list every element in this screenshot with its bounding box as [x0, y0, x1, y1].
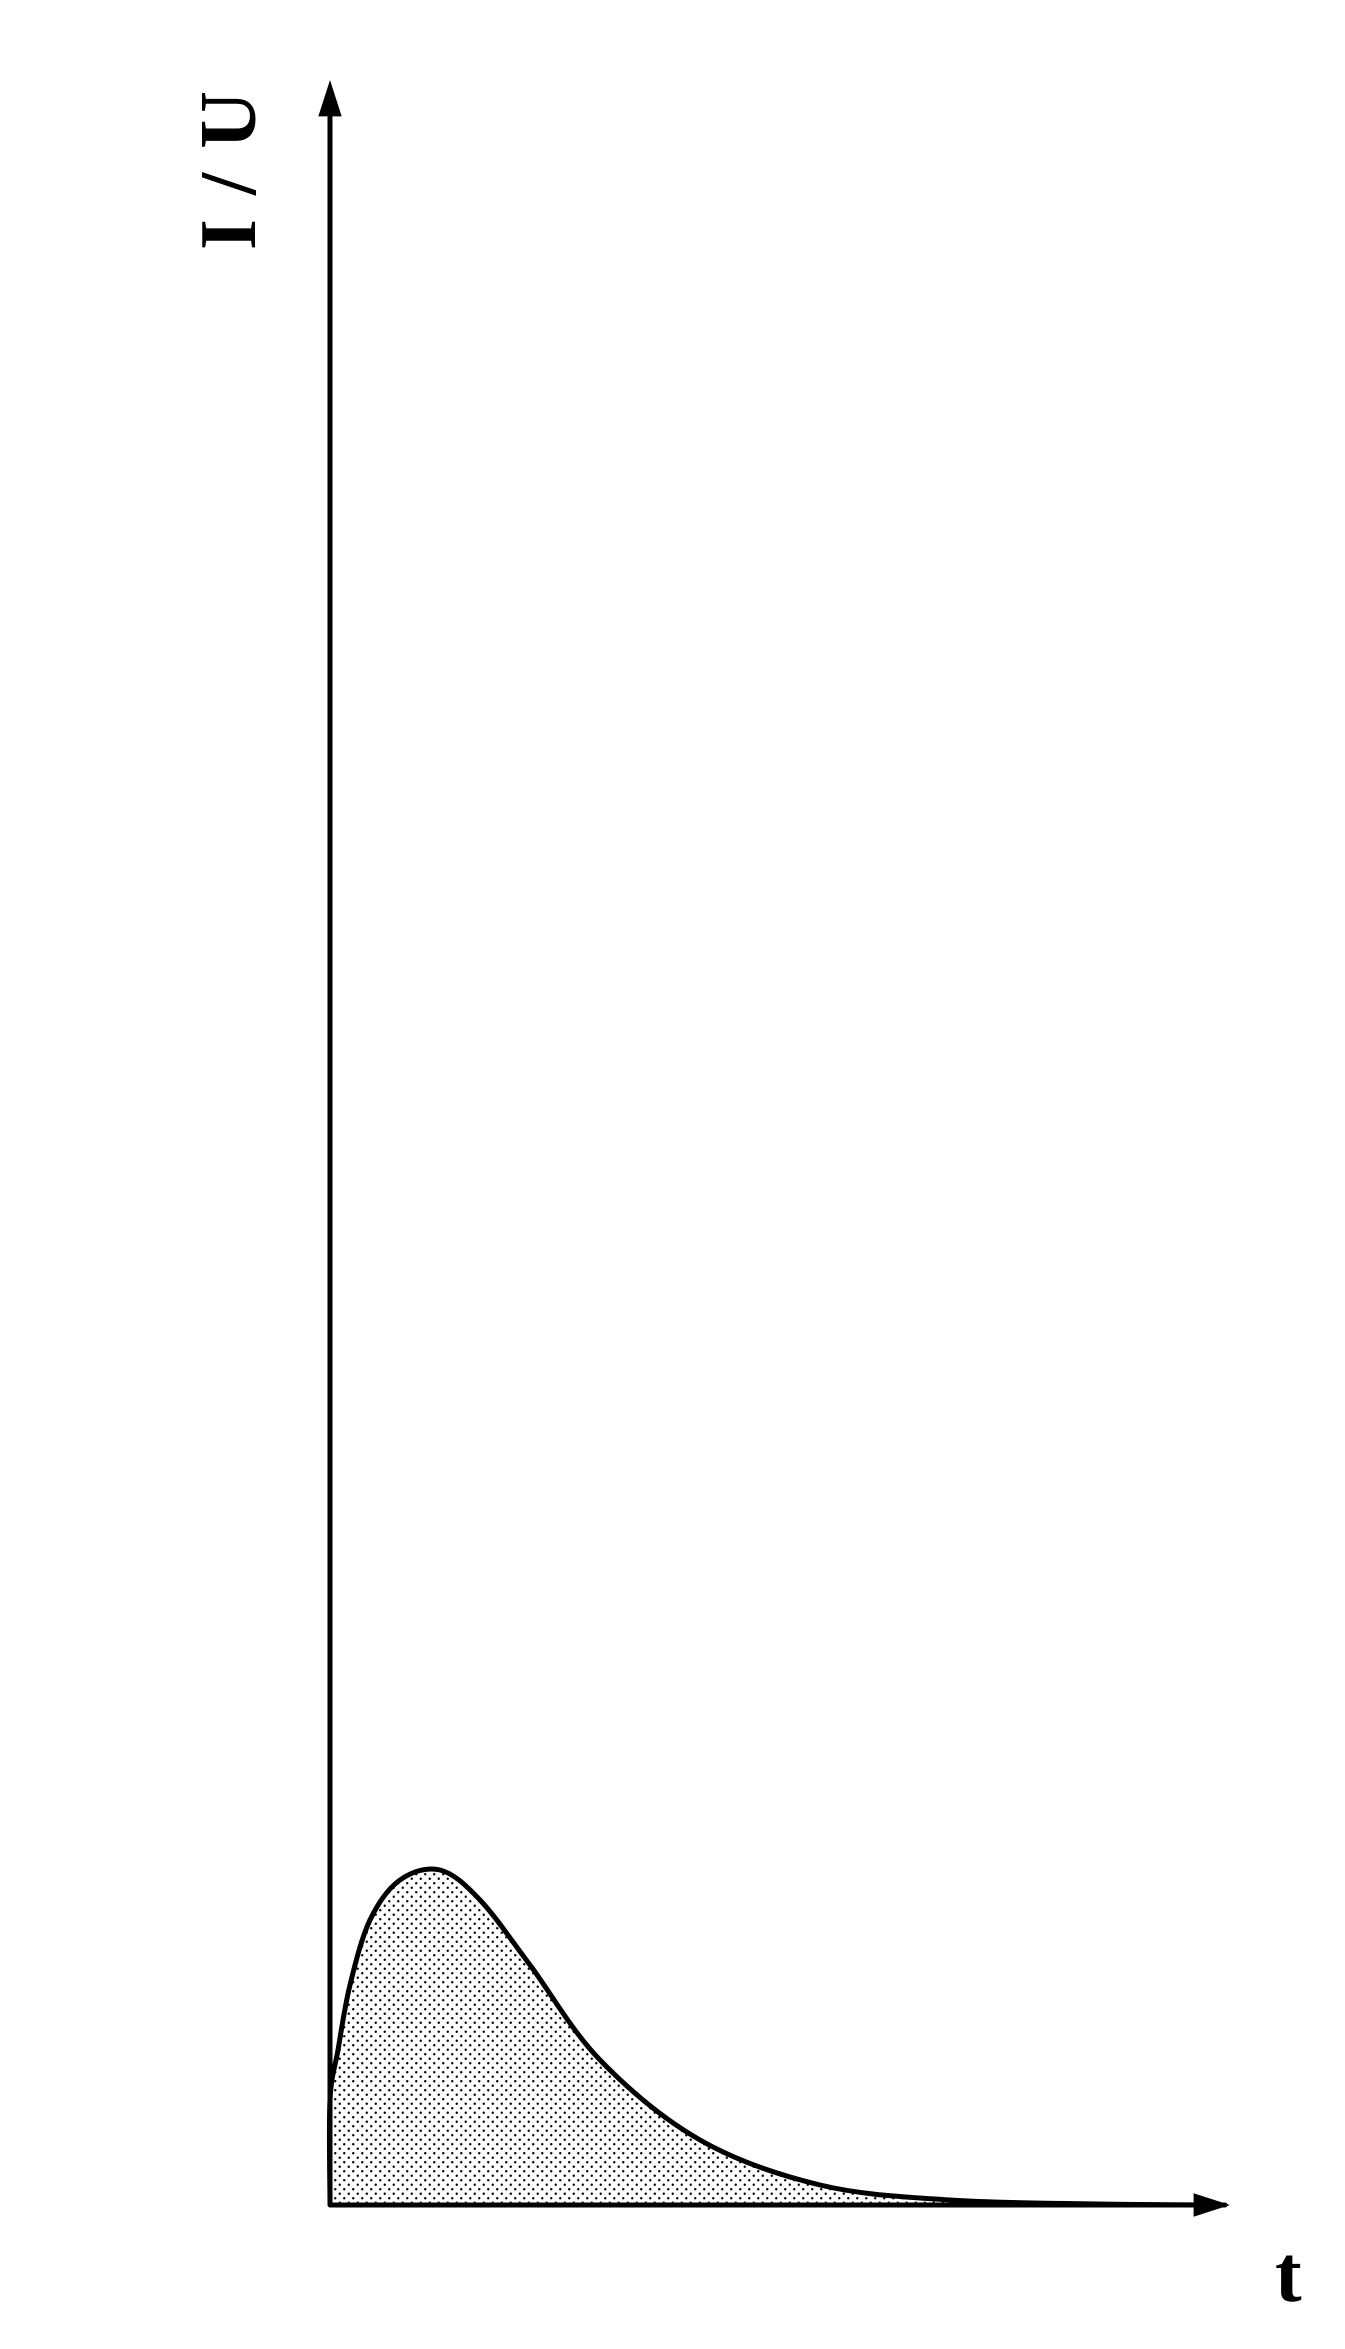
y-axis-arrowhead [318, 80, 341, 116]
y-axis-label-numerator: I [184, 219, 275, 250]
x-axis-label: t [1275, 2230, 1302, 2321]
curve-fill-area [329, 1869, 1225, 2205]
y-axis-label-denominator: U [184, 91, 275, 149]
y-axis-label-group: I / U [184, 91, 275, 250]
y-axis-label-slash: / [184, 173, 275, 195]
plot-svg [0, 0, 1345, 2349]
x-axis-arrowhead [1194, 2193, 1230, 2216]
figure-canvas: I / U t [0, 0, 1345, 2349]
